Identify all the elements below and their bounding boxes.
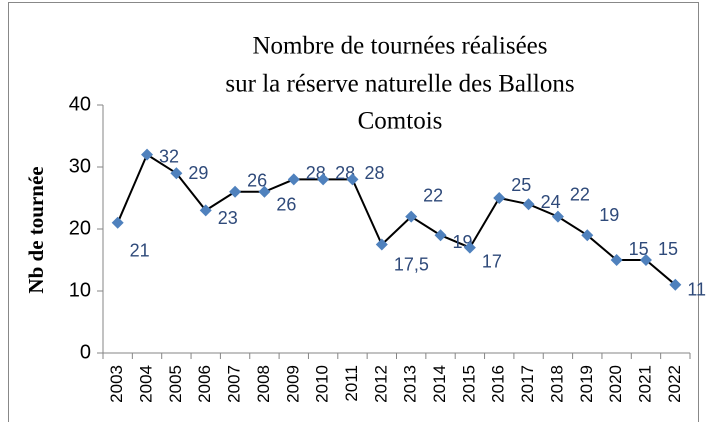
x-tick-label: 2007: [225, 365, 244, 403]
x-tick-label: 2011: [342, 365, 361, 402]
data-marker: [405, 210, 418, 223]
data-label: 25: [511, 175, 531, 195]
data-marker: [317, 173, 330, 186]
data-marker: [493, 192, 506, 204]
data-label: 15: [629, 239, 649, 259]
data-marker: [669, 278, 682, 291]
y-tick-label: 20: [69, 217, 91, 239]
x-tick-label: 2013: [401, 365, 420, 403]
x-tick-label: 2008: [254, 365, 273, 403]
data-marker: [610, 254, 623, 266]
y-tick-label: 40: [69, 93, 91, 115]
data-label: 29: [188, 163, 208, 183]
data-label: 15: [658, 239, 678, 259]
x-tick-label: 2016: [489, 365, 508, 403]
x-tick-label: 2010: [313, 365, 332, 403]
data-label: 26: [247, 171, 267, 191]
x-tick-label: 2005: [166, 365, 185, 403]
data-line: [116, 153, 676, 286]
x-tick-label: 2004: [137, 365, 156, 403]
data-marker: [258, 185, 271, 198]
data-marker: [111, 216, 124, 229]
x-tick-label: 2022: [665, 365, 684, 403]
data-label: 22: [423, 185, 443, 205]
chart-title: sur la réserve naturelle des Ballons: [225, 71, 574, 98]
x-tick-label: 2021: [635, 365, 654, 403]
y-tick-label: 30: [69, 155, 91, 177]
y-tick-label: 0: [80, 341, 91, 363]
x-tick-label: 2019: [577, 365, 596, 403]
x-tick-label: 2003: [107, 365, 126, 403]
data-marker: [639, 254, 652, 266]
x-tick-label: 2015: [459, 365, 478, 403]
data-marker: [346, 173, 359, 186]
data-marker: [522, 198, 535, 211]
data-label: 17,5: [394, 254, 429, 274]
data-label: 17: [482, 251, 502, 271]
data-label: 24: [541, 192, 561, 212]
data-marker: [463, 241, 476, 254]
x-tick-label: 2017: [518, 365, 537, 403]
data-marker: [141, 148, 154, 161]
data-marker: [434, 229, 447, 242]
x-tick-label: 2006: [195, 365, 214, 403]
y-axis-label: Nb de tournée: [24, 166, 48, 293]
chart-title: Nombre de tournées réalisées: [252, 33, 547, 60]
data-marker: [199, 204, 212, 217]
x-tick-label: 2012: [371, 365, 390, 403]
data-marker: [170, 167, 183, 180]
data-label: 23: [218, 208, 238, 228]
data-marker: [229, 185, 242, 198]
data-marker: [551, 210, 564, 223]
chart-title: Comtois: [358, 108, 443, 135]
data-label: 26: [276, 195, 296, 215]
data-label: 28: [364, 163, 384, 183]
data-label: 11: [687, 280, 706, 300]
data-marker: [287, 173, 300, 186]
data-marker: [375, 238, 388, 251]
x-tick-label: 2018: [547, 365, 566, 403]
data-label: 22: [570, 184, 590, 204]
x-tick-label: 2014: [430, 365, 449, 403]
data-marker: [581, 229, 594, 242]
y-tick-label: 10: [69, 279, 91, 301]
data-label: 19: [599, 205, 619, 225]
chart-frame: [8, 2, 699, 422]
x-tick-label: 2009: [283, 365, 302, 403]
data-label: 32: [159, 146, 179, 166]
x-tick-label: 2020: [606, 365, 625, 403]
data-label: 21: [130, 241, 150, 261]
